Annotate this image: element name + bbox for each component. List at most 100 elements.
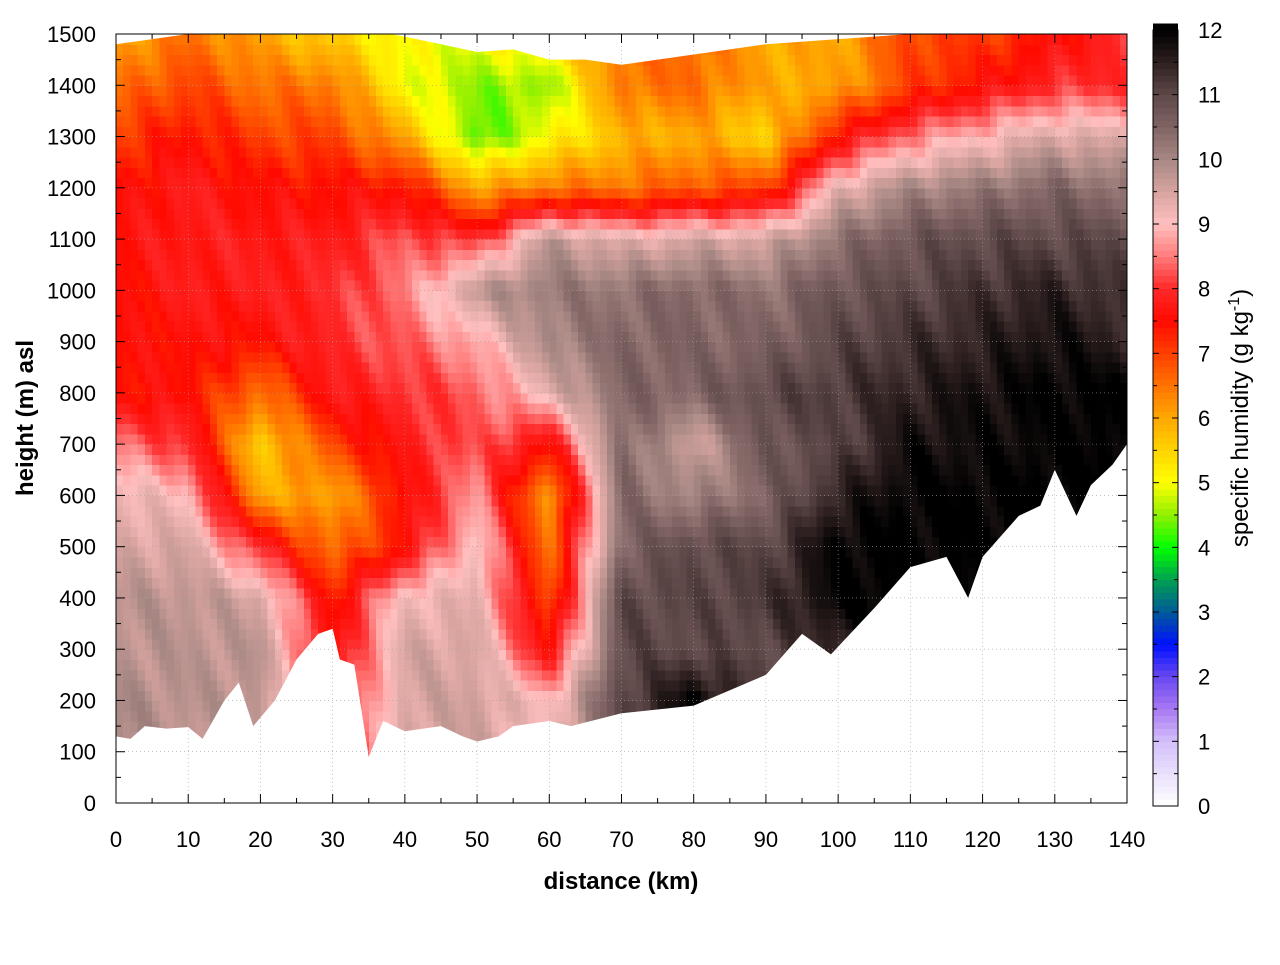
heatmap-cell [520, 177, 529, 189]
heatmap-cell [383, 310, 392, 322]
heatmap-cell [455, 495, 464, 507]
heatmap-cell [253, 351, 262, 363]
heatmap-cell [296, 526, 305, 538]
heatmap-cell [477, 546, 485, 558]
heatmap-cell [520, 64, 529, 76]
heatmap-cell [419, 146, 428, 158]
heatmap-cell [274, 167, 283, 179]
heatmap-cell [440, 95, 449, 107]
heatmap-cell [123, 351, 132, 363]
heatmap-cell [462, 608, 471, 620]
heatmap-cell [585, 710, 594, 722]
heatmap-cell [289, 34, 298, 45]
heatmap-cell [123, 280, 132, 291]
heatmap-cell [570, 444, 579, 455]
heatmap-cell [209, 300, 218, 312]
heatmap-cell [339, 638, 348, 650]
heatmap-cell [397, 351, 406, 363]
heatmap-cell [152, 649, 160, 661]
heatmap-cell [152, 198, 160, 209]
heatmap-cell [152, 126, 160, 138]
heatmap-cell [173, 157, 182, 168]
heatmap-cell [245, 280, 254, 291]
heatmap-cell [397, 628, 406, 640]
heatmap-cell [339, 157, 348, 168]
heatmap-cell [282, 423, 290, 435]
heatmap-cell [433, 280, 442, 291]
heatmap-cell [296, 351, 305, 363]
heatmap-cell [339, 321, 348, 332]
heatmap-cell [549, 54, 558, 66]
heatmap-cell [224, 167, 233, 179]
heatmap-cell [455, 85, 464, 97]
heatmap-cell [159, 331, 168, 343]
heatmap-cell [570, 177, 579, 189]
heatmap-cell [390, 526, 399, 538]
heatmap-cell [469, 515, 478, 527]
heatmap-cell [484, 341, 493, 353]
heatmap-cell [130, 587, 139, 599]
heatmap-cell [412, 526, 420, 538]
heatmap-cell [390, 505, 399, 517]
heatmap-cell [159, 464, 168, 476]
heatmap-cell [556, 331, 565, 343]
heatmap-cell [166, 372, 175, 384]
heatmap-cell [231, 628, 240, 640]
heatmap-cell [253, 690, 262, 702]
heatmap-cell [303, 444, 312, 455]
heatmap-cell [238, 444, 247, 455]
heatmap-cell [245, 259, 254, 271]
heatmap-cell [361, 300, 370, 312]
heatmap-cell [404, 649, 413, 661]
heatmap-cell [260, 638, 269, 650]
heatmap-cell [325, 382, 334, 394]
heatmap-cell [354, 628, 363, 640]
heatmap-cell [404, 454, 413, 466]
heatmap-cell [144, 546, 153, 558]
heatmap-cell [310, 464, 319, 476]
heatmap-cell [318, 444, 327, 455]
heatmap-cell [462, 597, 471, 609]
heatmap-cell [448, 679, 457, 691]
heatmap-cell [426, 413, 435, 425]
heatmap-cell [563, 608, 572, 620]
heatmap-cell [585, 618, 594, 630]
heatmap-cell [173, 85, 182, 97]
heatmap-cell [404, 669, 413, 681]
heatmap-cell [209, 126, 218, 138]
heatmap-cell [556, 208, 565, 220]
heatmap-cell [578, 157, 586, 168]
heatmap-cell [505, 351, 514, 363]
heatmap-cell [144, 392, 153, 404]
heatmap-cell [390, 659, 399, 671]
heatmap-cell [144, 198, 153, 209]
heatmap-cell [520, 75, 529, 86]
heatmap-cell [325, 485, 334, 496]
heatmap-cell [368, 659, 377, 671]
heatmap-cell [542, 700, 550, 712]
heatmap-cell [318, 474, 327, 486]
heatmap-cell [498, 75, 507, 86]
heatmap-cell [173, 495, 182, 507]
heatmap-cell [310, 228, 319, 240]
heatmap-cell [383, 249, 392, 261]
heatmap-cell [491, 198, 500, 209]
heatmap-cell [491, 679, 500, 691]
heatmap-cell [159, 413, 168, 425]
heatmap-cell [592, 618, 601, 630]
heatmap-cell [144, 187, 153, 199]
heatmap-cell [282, 536, 290, 548]
heatmap-cell [137, 597, 146, 609]
heatmap-cell [310, 351, 319, 363]
heatmap-cell [144, 474, 153, 486]
heatmap-cell [152, 362, 160, 373]
heatmap-cell [477, 85, 485, 97]
heatmap-cell [448, 649, 457, 661]
heatmap-cell [440, 331, 449, 343]
heatmap-cell [152, 403, 160, 414]
heatmap-cell [498, 85, 507, 97]
heatmap-cell [448, 546, 457, 558]
heatmap-cell [498, 259, 507, 271]
heatmap-cell [282, 146, 290, 158]
heatmap-cell [570, 669, 579, 681]
